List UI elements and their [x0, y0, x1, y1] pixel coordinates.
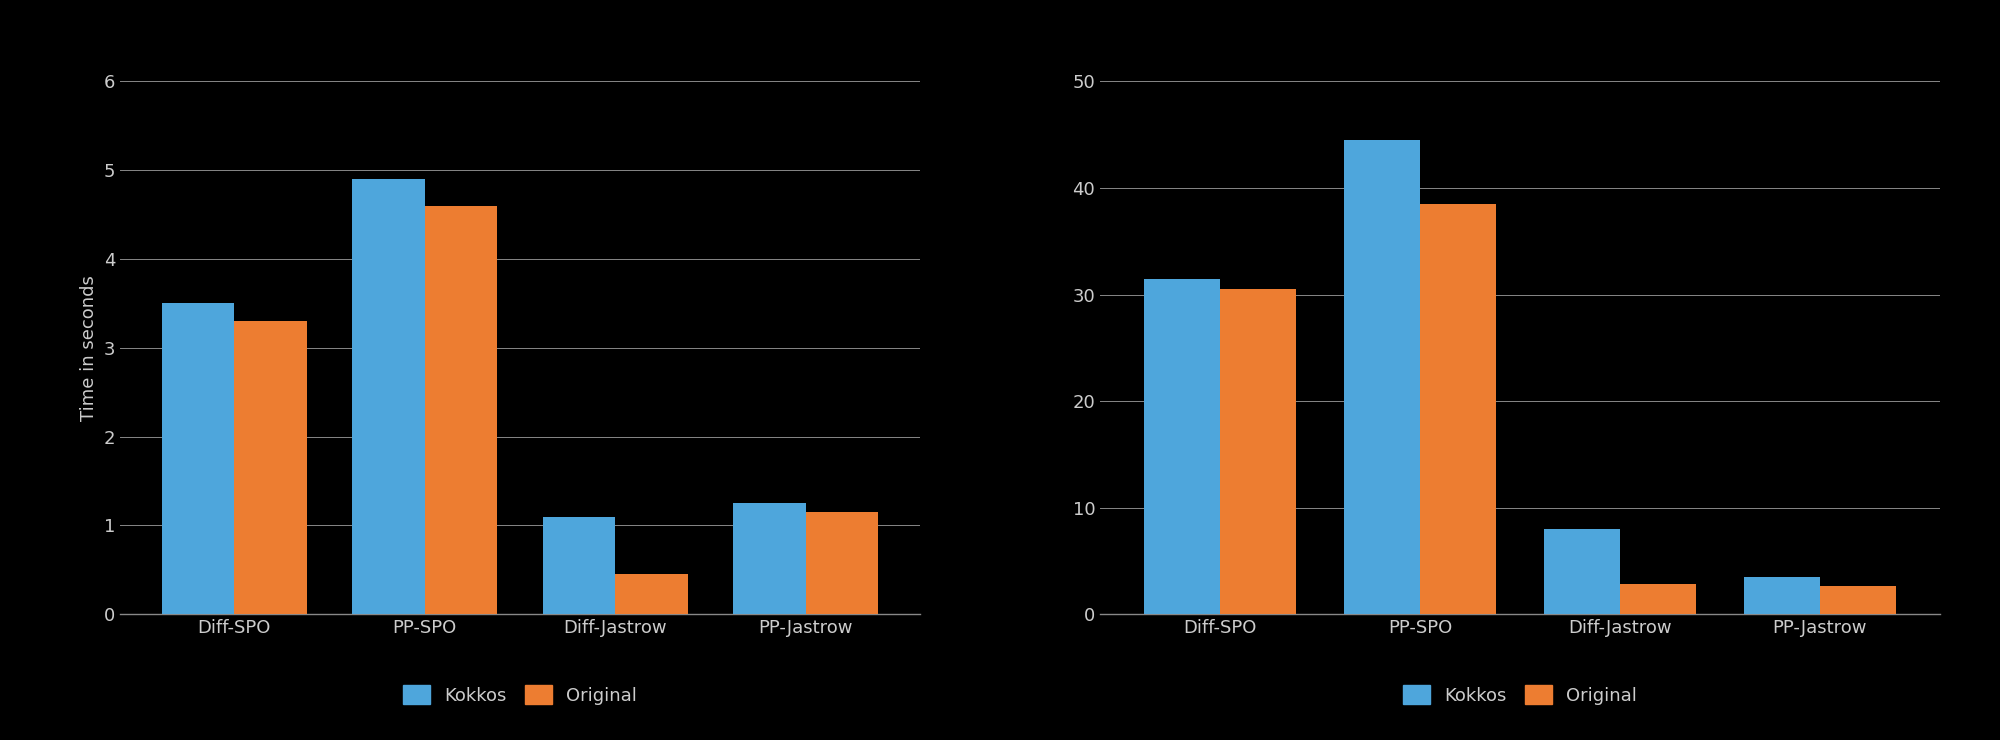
- Bar: [162, 303, 234, 614]
- Bar: [542, 517, 616, 614]
- Bar: [234, 321, 306, 614]
- Bar: [1820, 587, 1896, 614]
- Bar: [806, 512, 878, 614]
- Bar: [1344, 140, 1420, 614]
- Legend: Kokkos, Original: Kokkos, Original: [396, 678, 644, 712]
- Bar: [734, 503, 806, 614]
- Bar: [616, 574, 688, 614]
- Bar: [1144, 278, 1220, 614]
- Bar: [352, 179, 424, 614]
- Bar: [1420, 204, 1496, 614]
- Y-axis label: Time in seconds: Time in seconds: [80, 275, 98, 421]
- Bar: [1544, 529, 1620, 614]
- Bar: [1220, 289, 1296, 614]
- Bar: [424, 206, 498, 614]
- Bar: [1744, 577, 1820, 614]
- Bar: [1620, 585, 1696, 614]
- Legend: Kokkos, Original: Kokkos, Original: [1396, 678, 1644, 712]
